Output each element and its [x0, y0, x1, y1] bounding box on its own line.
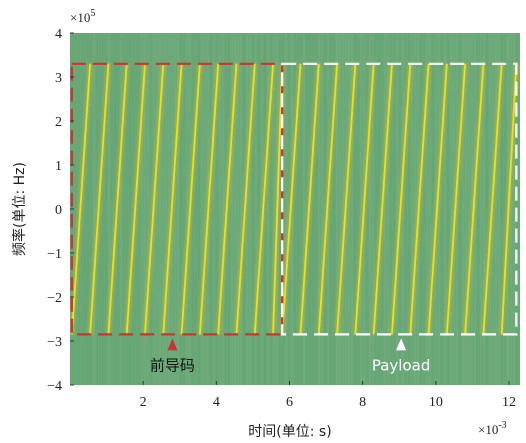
y-tick-label: 4 — [55, 27, 62, 42]
y-tick-label: −3 — [47, 335, 62, 350]
x-tick-label: 6 — [286, 395, 293, 410]
y-axis-ticks: 4 3 2 1 0 −1 −2 −3 −4 — [47, 27, 74, 394]
preamble-chirp — [235, 63, 256, 335]
preamble-chirp — [253, 63, 274, 335]
preamble-chirp — [70, 63, 92, 335]
preamble-annotation: 前导码 — [150, 338, 195, 374]
preamble-chirp — [180, 63, 201, 335]
y-tick-label: −2 — [47, 291, 62, 306]
y-tick-label: 2 — [55, 115, 62, 130]
payload-chirp — [445, 63, 467, 335]
payload-chirp — [299, 63, 320, 335]
preamble-arrow-icon — [167, 338, 178, 351]
preamble-label: 前导码 — [150, 356, 195, 374]
x-tick-label: 10 — [429, 395, 443, 410]
payload-chirp — [354, 63, 375, 335]
preamble-chirp — [198, 63, 220, 335]
payload-chirp — [500, 63, 518, 335]
y-axis-label: 频率(单位: Hz) — [11, 162, 28, 256]
x-tick-label: 8 — [359, 395, 366, 410]
payload-label: Payload — [372, 356, 431, 374]
preamble-chirp — [107, 63, 128, 335]
x-axis-ticks: 2 4 6 8 10 12 — [140, 381, 516, 410]
y-tick-label: −1 — [47, 247, 62, 262]
y-tick-label: 0 — [55, 203, 62, 218]
y-tick-label: −4 — [47, 379, 62, 394]
x-tick-label: 4 — [213, 395, 220, 410]
payload-frame — [281, 62, 518, 336]
x-tick-label: 2 — [140, 395, 147, 410]
payload-chirp — [372, 63, 393, 335]
payload-arrow-icon — [396, 338, 407, 351]
x-tick-label: 12 — [502, 395, 516, 410]
preamble-chirp — [125, 63, 146, 335]
preamble-chirp — [144, 63, 165, 335]
y-exponent-label: ×105 — [70, 8, 95, 25]
region-frames — [70, 62, 518, 336]
x-axis-label: 时间(单位: s) — [248, 424, 331, 440]
preamble-chirp — [272, 63, 284, 335]
preamble-chirp — [89, 63, 110, 335]
payload-chirp — [464, 63, 485, 335]
preamble-chirp — [217, 63, 238, 335]
y-tick-label: 1 — [55, 159, 62, 174]
preamble-chirp — [162, 63, 183, 335]
payload-chirp — [317, 63, 338, 335]
payload-chirp — [281, 63, 302, 335]
payload-annotation: Payload — [372, 338, 431, 374]
payload-chirp — [482, 63, 503, 335]
payload-chirp — [409, 63, 430, 335]
x-exponent-label: ×10-3 — [478, 420, 507, 437]
payload-chirp — [427, 63, 448, 335]
y-tick-label: 3 — [55, 71, 62, 86]
chirp-traces — [70, 63, 519, 335]
payload-chirp — [336, 63, 357, 335]
payload-chirp — [391, 63, 412, 335]
